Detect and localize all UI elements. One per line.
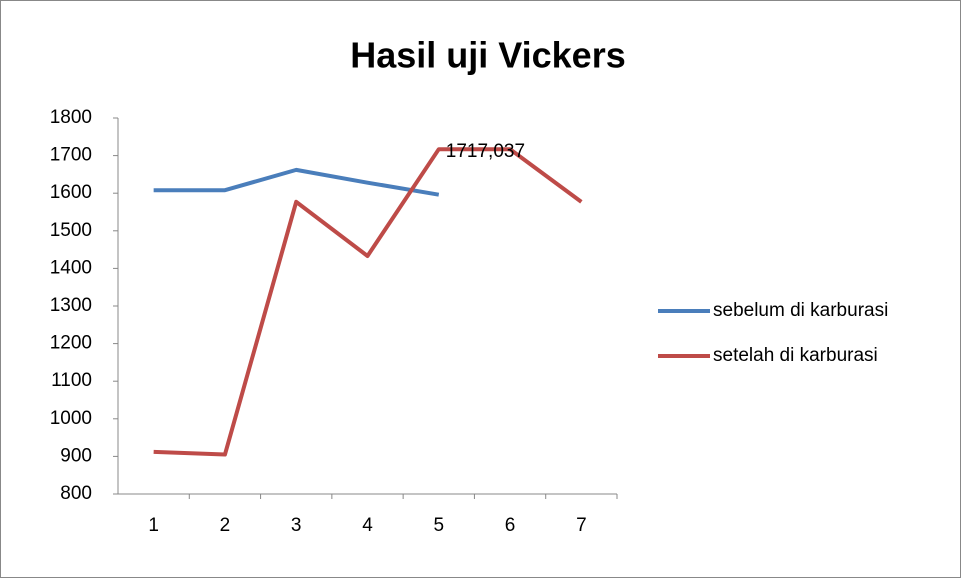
y-tick-label: 1500 xyxy=(50,220,92,241)
y-tick-label: 1600 xyxy=(50,182,92,203)
x-tick-label: 3 xyxy=(291,515,302,536)
y-tick-label: 1800 xyxy=(50,107,92,128)
y-tick-label: 900 xyxy=(60,445,92,466)
chart-title: Hasil uji Vickers xyxy=(350,35,626,76)
data-label: 1717,037 xyxy=(446,141,525,162)
y-tick-label: 1100 xyxy=(51,370,92,391)
x-tick-label: 4 xyxy=(362,515,373,536)
series-line xyxy=(153,147,583,457)
x-tick-label: 6 xyxy=(505,515,516,536)
legend-label: sebelum di karburasi xyxy=(713,300,888,321)
x-tick-label: 7 xyxy=(576,515,587,536)
y-tick-label: 1400 xyxy=(50,257,92,278)
x-tick-label: 2 xyxy=(220,515,231,536)
x-tick-label: 5 xyxy=(433,515,444,536)
y-tick-label: 1300 xyxy=(50,295,92,316)
series-line xyxy=(153,167,440,197)
x-tick-label: 1 xyxy=(148,515,159,536)
y-tick-label: 1700 xyxy=(50,145,92,166)
y-tick-label: 800 xyxy=(60,483,92,504)
y-tick-label: 1200 xyxy=(50,333,92,354)
y-tick-label: 1000 xyxy=(50,408,92,429)
legend-label: setelah di karburasi xyxy=(713,345,878,366)
